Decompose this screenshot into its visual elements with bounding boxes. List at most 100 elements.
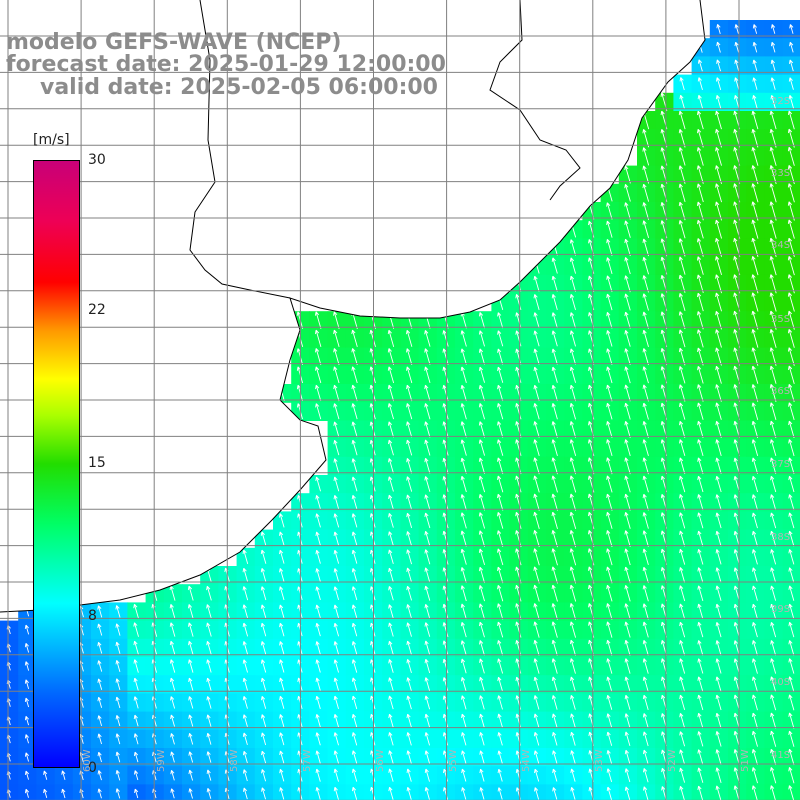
wind-arrow bbox=[787, 274, 795, 294]
wind-cell bbox=[273, 784, 292, 800]
wind-arrow bbox=[460, 512, 467, 529]
wind-arrow bbox=[624, 584, 631, 602]
wind-arrow bbox=[460, 384, 467, 402]
wind-arrow bbox=[61, 788, 66, 799]
wind-cell bbox=[782, 165, 800, 185]
wind-arrow bbox=[515, 603, 522, 620]
wind-arrow bbox=[569, 275, 576, 292]
wind-arrow bbox=[169, 622, 176, 637]
wind-arrow bbox=[333, 476, 340, 492]
wind-arrow bbox=[642, 530, 649, 547]
colorbar-tick: 30 bbox=[88, 152, 106, 168]
wind-arrow bbox=[606, 786, 612, 800]
wind-arrow bbox=[569, 384, 577, 402]
wind-arrow bbox=[751, 712, 758, 729]
wind-arrow bbox=[533, 732, 540, 746]
wind-arrow bbox=[406, 512, 413, 528]
wind-arrow bbox=[642, 694, 649, 710]
wind-cell bbox=[764, 784, 784, 800]
wind-arrow bbox=[351, 439, 358, 456]
wind-arrow bbox=[479, 695, 485, 710]
wind-arrow bbox=[569, 511, 577, 530]
wind-arrow bbox=[406, 604, 412, 619]
wind-cell bbox=[691, 784, 711, 800]
wind-arrow bbox=[769, 384, 777, 402]
wind-arrow bbox=[515, 439, 522, 456]
wind-arrow bbox=[551, 275, 558, 292]
wind-arrow bbox=[697, 347, 704, 366]
wind-arrow bbox=[279, 549, 285, 564]
wind-arrow bbox=[188, 714, 194, 727]
wind-arrow bbox=[460, 658, 467, 674]
wind-arrow bbox=[424, 457, 431, 474]
wind-arrow bbox=[715, 165, 722, 184]
wind-arrow bbox=[478, 421, 486, 438]
wind-arrow bbox=[497, 713, 503, 728]
wind-arrow bbox=[679, 713, 686, 729]
wind-arrow bbox=[206, 732, 212, 745]
wind-arrow bbox=[679, 567, 686, 583]
wind-arrow bbox=[715, 494, 722, 511]
wind-arrow bbox=[188, 788, 193, 799]
wind-arrow bbox=[533, 603, 540, 620]
lat-label: 33S bbox=[771, 168, 791, 179]
wind-arrow bbox=[333, 641, 339, 655]
lat-label: 36S bbox=[771, 386, 791, 397]
wind-arrow bbox=[715, 712, 722, 729]
wind-arrow bbox=[606, 493, 613, 511]
wind-arrow bbox=[734, 59, 740, 72]
wind-arrow bbox=[260, 531, 267, 546]
wind-arrow bbox=[279, 659, 285, 673]
wind-arrow bbox=[406, 659, 412, 674]
wind-arrow bbox=[679, 457, 686, 475]
wind-arrow bbox=[242, 769, 248, 782]
wind-arrow bbox=[279, 531, 285, 546]
wind-arrow bbox=[751, 730, 758, 747]
wind-arrow bbox=[715, 749, 722, 765]
wind-cell bbox=[782, 183, 800, 203]
wind-arrow bbox=[642, 493, 649, 511]
wind-arrow bbox=[387, 348, 395, 366]
wind-arrow bbox=[715, 676, 722, 692]
wind-arrow bbox=[788, 512, 795, 529]
wind-arrow bbox=[460, 330, 467, 347]
wind-arrow bbox=[460, 403, 467, 420]
wind-arrow bbox=[642, 165, 650, 184]
wind-arrow bbox=[751, 256, 759, 276]
wind-arrow bbox=[478, 457, 486, 475]
wind-arrow bbox=[788, 475, 795, 493]
wind-cell bbox=[782, 566, 800, 585]
wind-arrow bbox=[788, 457, 795, 475]
wind-arrow bbox=[97, 751, 102, 763]
wind-cell bbox=[182, 784, 201, 800]
wind-arrow bbox=[679, 603, 686, 620]
wind-arrow bbox=[133, 677, 139, 691]
wind-arrow bbox=[315, 495, 321, 510]
wind-arrow bbox=[188, 696, 194, 709]
wind-cell bbox=[491, 784, 511, 800]
wind-cell bbox=[782, 493, 800, 512]
wind-arrow bbox=[770, 59, 776, 72]
wind-arrow bbox=[696, 274, 704, 294]
wind-arrow bbox=[752, 622, 758, 638]
wind-arrow bbox=[697, 530, 704, 547]
wind-arrow bbox=[642, 384, 649, 402]
wind-arrow bbox=[715, 110, 722, 130]
wind-arrow bbox=[642, 439, 649, 457]
wind-arrow bbox=[169, 659, 176, 673]
wind-arrow bbox=[570, 658, 576, 674]
wind-arrow bbox=[751, 785, 758, 800]
wind-arrow bbox=[388, 713, 394, 728]
wind-arrow bbox=[333, 403, 340, 420]
wind-arrow bbox=[333, 586, 340, 601]
wind-arrow bbox=[569, 603, 577, 620]
wind-arrow bbox=[624, 603, 631, 620]
wind-arrow bbox=[461, 750, 467, 764]
wind-arrow bbox=[751, 475, 758, 493]
wind-arrow bbox=[769, 146, 777, 166]
wind-arrow bbox=[715, 274, 722, 294]
wind-arrow bbox=[751, 494, 758, 511]
wind-arrow bbox=[715, 567, 722, 583]
wind-arrow bbox=[769, 420, 777, 439]
wind-arrow bbox=[679, 530, 686, 547]
